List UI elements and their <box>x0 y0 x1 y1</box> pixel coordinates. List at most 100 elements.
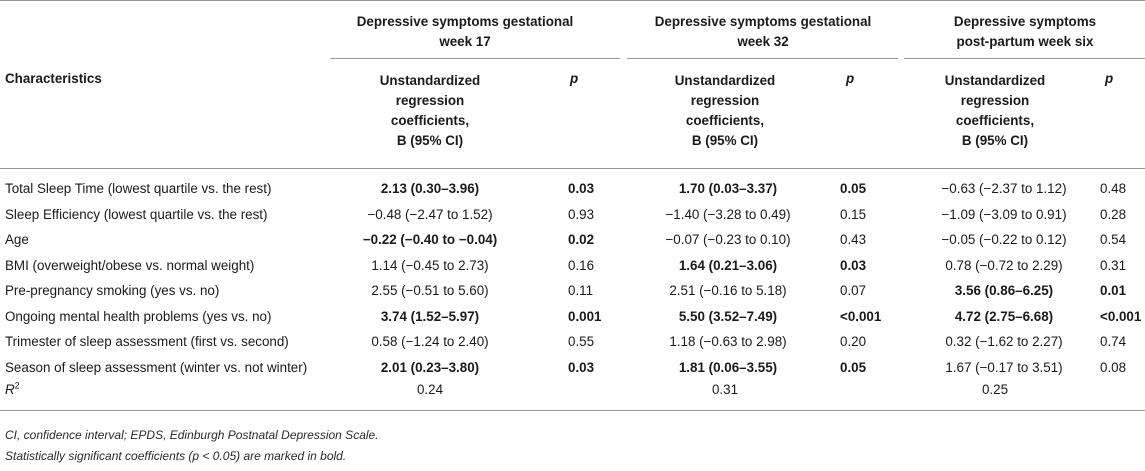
row-label: Age <box>5 232 29 247</box>
coef-header-line: B (95% CI) <box>691 133 759 148</box>
p-value-cell: 0.48 <box>1100 181 1127 196</box>
r2-value: 0.31 <box>711 382 739 397</box>
table-row: Trimester of sleep assessment (first vs.… <box>0 330 1145 354</box>
coef-header: Unstandardized regression coefficients, … <box>650 71 800 151</box>
p-value-cell: 0.28 <box>1100 206 1127 222</box>
coefficient-cell: 2.01 (0.23–3.80) <box>380 359 480 375</box>
coefficient-cell: −0.48 (−2.47 to 1.52) <box>367 206 493 222</box>
group-header-line: post-partum week six <box>956 34 1094 49</box>
p-value-cell: 0.001 <box>568 308 602 324</box>
p-value-cell: <0.001 <box>840 308 882 324</box>
coefficient-cell: 1.14 (−0.45 to 2.73) <box>371 257 489 273</box>
coef-header: Unstandardized regression coefficients, … <box>355 71 505 151</box>
coef-header-line: Unstandardized <box>944 73 1046 88</box>
coefficient-cell: 1.70 (0.03–3.37) <box>678 181 778 196</box>
row-label: Season of sleep assessment (winter vs. n… <box>5 359 308 375</box>
coefficient-cell: 3.56 (0.86–6.25) <box>954 283 1054 298</box>
table-row: Age −0.22 (−0.40 to −0.04) 0.02 −0.07 (−0.2… <box>0 228 1145 252</box>
table-row: Total Sleep Time (lowest quartile vs. th… <box>0 177 1145 201</box>
row-label: Sleep Efficiency (lowest quartile vs. th… <box>5 206 268 222</box>
group-rule <box>330 58 620 59</box>
coef-header-line: regression <box>395 93 465 108</box>
r2-label-main: R <box>5 382 15 397</box>
r2-label: R2 <box>5 378 20 402</box>
coef-header-line: Unstandardized <box>674 73 776 88</box>
p-header: p <box>846 71 855 86</box>
p-value-cell: 0.20 <box>840 334 867 349</box>
p-header: p <box>1105 71 1114 86</box>
p-value-cell: 0.01 <box>1100 283 1127 298</box>
group-header-line: Depressive symptoms gestational <box>654 14 872 29</box>
coefficient-cell: 0.32 (−1.62 to 2.27) <box>945 334 1063 349</box>
coefficient-cell: 1.81 (0.06–3.55) <box>678 359 778 375</box>
p-value-cell: 0.03 <box>568 181 595 196</box>
coef-header-line: coefficients, <box>390 113 470 128</box>
coef-header-line: coefficients, <box>955 113 1035 128</box>
coefficient-cell: 4.72 (2.75–6.68) <box>954 308 1054 324</box>
coefficient-cell: 2.51 (−0.16 to 5.18) <box>669 283 787 298</box>
row-label: Ongoing mental health problems (yes vs. … <box>5 308 272 324</box>
footnote: Statistically significant coefficients (… <box>5 449 347 463</box>
group-header-postpartum: Depressive symptoms post-partum week six <box>905 12 1145 52</box>
p-value-cell: <0.001 <box>1100 308 1142 324</box>
p-value-cell: 0.55 <box>568 334 595 349</box>
coef-header-line: Unstandardized <box>379 73 481 88</box>
group-rule <box>627 58 898 59</box>
p-value-cell: 0.03 <box>840 257 867 273</box>
group-header-line: week 32 <box>737 34 789 49</box>
table-row: Ongoing mental health problems (yes vs. … <box>0 305 1145 329</box>
group-header-line: Depressive symptoms gestational <box>356 14 574 29</box>
coefficient-cell: −0.05 (−0.22 to 0.12) <box>941 232 1067 247</box>
r2-label-sup: 2 <box>14 380 20 391</box>
bottom-rule <box>0 410 1145 411</box>
p-value-cell: 0.02 <box>568 232 595 247</box>
coef-header-line: coefficients, <box>685 113 765 128</box>
p-value-cell: 0.43 <box>840 232 867 247</box>
coefficient-cell: 1.64 (0.21–3.06) <box>678 257 778 273</box>
group-header-week17: Depressive symptoms gestational week 17 <box>330 12 600 52</box>
table-row: Sleep Efficiency (lowest quartile vs. th… <box>0 203 1145 227</box>
coef-header-line: regression <box>960 93 1030 108</box>
coefficient-cell: 1.18 (−0.63 to 2.98) <box>669 334 787 349</box>
group-header-week32: Depressive symptoms gestational week 32 <box>628 12 898 52</box>
coefficient-cell: 2.13 (0.30–3.96) <box>380 181 480 196</box>
coefficient-cell: 1.67 (−0.17 to 3.51) <box>945 359 1063 375</box>
p-value-cell: 0.31 <box>1100 257 1127 273</box>
top-rule <box>0 0 1145 1</box>
coef-header: Unstandardized regression coefficients, … <box>920 71 1070 151</box>
p-value-cell: 0.16 <box>568 257 595 273</box>
header-rule <box>0 168 1145 169</box>
coefficient-cell: 0.78 (−0.72 to 2.29) <box>945 257 1063 273</box>
group-rule <box>904 58 1145 59</box>
row-label: Trimester of sleep assessment (first vs.… <box>5 334 289 349</box>
p-value-cell: 0.03 <box>568 359 595 375</box>
coefficient-cell: 0.58 (−1.24 to 2.40) <box>371 334 489 349</box>
r2-value: 0.25 <box>981 382 1009 397</box>
p-value-cell: 0.74 <box>1100 334 1127 349</box>
group-header-line: Depressive symptoms <box>953 14 1097 29</box>
row-label: Pre-pregnancy smoking (yes vs. no) <box>5 283 220 298</box>
coefficient-cell: −0.22 (−0.40 to −0.04) <box>362 232 498 247</box>
table-row: Season of sleep assessment (winter vs. n… <box>0 356 1145 380</box>
coef-header-line: B (95% CI) <box>961 133 1029 148</box>
p-value-cell: 0.08 <box>1100 359 1127 375</box>
row-label: Total Sleep Time (lowest quartile vs. th… <box>5 181 272 196</box>
coefficient-cell: −0.07 (−0.23 to 0.10) <box>665 232 791 247</box>
coef-header-line: B (95% CI) <box>396 133 464 148</box>
p-value-cell: 0.93 <box>568 206 595 222</box>
coefficient-cell: 5.50 (3.52–7.49) <box>678 308 778 324</box>
footnote: CI, confidence interval; EPDS, Edinburgh… <box>5 428 379 442</box>
group-header-line: week 17 <box>439 34 491 49</box>
coefficient-cell: −1.40 (−3.28 to 0.49) <box>665 206 791 222</box>
p-value-cell: 0.05 <box>840 181 867 196</box>
p-value-cell: 0.05 <box>840 359 867 375</box>
r2-value: 0.24 <box>416 382 444 397</box>
r2-row: R2 0.24 0.31 0.25 <box>0 378 1145 402</box>
coefficient-cell: −0.63 (−2.37 to 1.12) <box>941 181 1067 196</box>
table-row: BMI (overweight/obese vs. normal weight)… <box>0 254 1145 278</box>
p-value-cell: 0.15 <box>840 206 867 222</box>
coefficient-cell: 3.74 (1.52–5.97) <box>380 308 480 324</box>
table-row: Pre-pregnancy smoking (yes vs. no) 2.55 (… <box>0 279 1145 303</box>
p-value-cell: 0.11 <box>568 283 594 298</box>
